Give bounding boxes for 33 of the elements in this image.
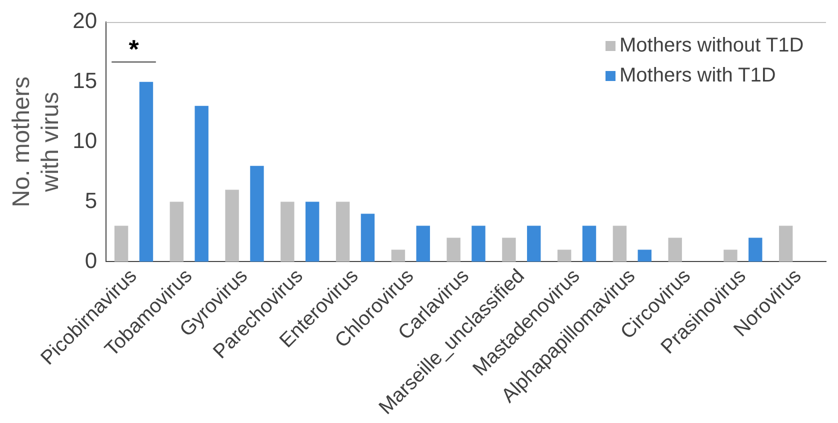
legend-label: Mothers without T1D (619, 34, 804, 57)
y-axis-title: No. mothers with virus (8, 76, 64, 208)
bar (114, 226, 128, 262)
bar (139, 82, 154, 262)
bar (446, 238, 460, 262)
y-tick-label: 15 (72, 68, 98, 93)
y-tick-label: 20 (72, 8, 98, 34)
bar (557, 250, 572, 262)
bar (778, 226, 793, 262)
bar (170, 202, 184, 262)
bar (336, 202, 350, 262)
bar (360, 214, 375, 262)
bar (280, 202, 294, 262)
bar (306, 202, 320, 262)
bar (225, 190, 239, 262)
bar (668, 238, 682, 262)
bar (391, 250, 406, 262)
bar (472, 226, 486, 262)
y-tick-label: 0 (84, 248, 98, 273)
bar (748, 238, 762, 262)
bar (612, 226, 627, 262)
bar (194, 106, 208, 262)
annotation: * (128, 34, 140, 64)
y-tick-label: 5 (84, 188, 98, 213)
bar (527, 226, 541, 262)
legend-label: Mothers with T1D (619, 64, 776, 87)
bar (250, 166, 264, 262)
bar (502, 238, 516, 262)
y-tick-label: 10 (72, 128, 98, 153)
bar (638, 250, 652, 262)
bar (724, 250, 738, 262)
bar (416, 226, 430, 262)
bar (582, 226, 596, 262)
